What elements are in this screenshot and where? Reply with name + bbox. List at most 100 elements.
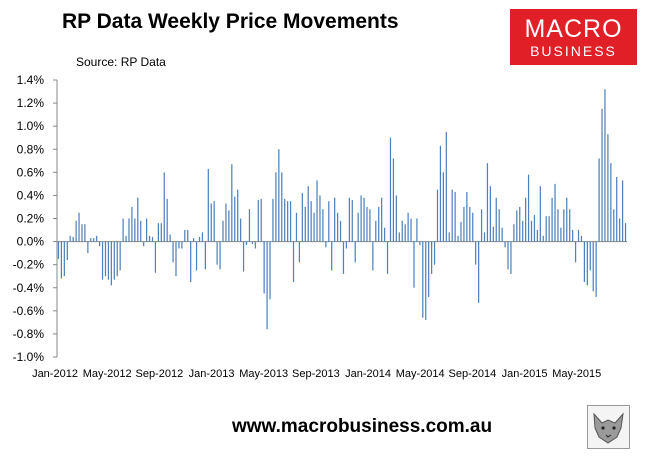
chart-title: RP Data Weekly Price Movements (62, 10, 399, 33)
data-bar (583, 241, 586, 282)
data-bar (275, 172, 277, 242)
data-bar (613, 209, 615, 242)
data-bar (433, 241, 436, 265)
data-bar (216, 241, 218, 265)
data-bar (251, 241, 254, 244)
data-bar (592, 241, 594, 292)
data-bar (569, 209, 571, 242)
data-bar (113, 241, 115, 280)
data-bar (334, 197, 336, 242)
data-bar (551, 197, 553, 242)
data-bar (566, 197, 568, 242)
y-tick-label: 0.8% (17, 142, 45, 156)
y-tick-label: -1.0% (13, 350, 45, 364)
logo-line-1: MACRO (524, 15, 623, 43)
data-bar (328, 201, 330, 242)
data-bar (66, 241, 68, 261)
data-bar (410, 218, 412, 242)
data-bar (460, 221, 462, 242)
data-bar (137, 197, 139, 242)
data-bar (428, 241, 430, 297)
data-bar (119, 241, 121, 271)
data-bar (110, 241, 112, 286)
data-bar (381, 197, 383, 242)
data-bar (395, 195, 397, 242)
data-bar (187, 230, 189, 242)
data-bar (619, 218, 621, 242)
data-bar (489, 186, 491, 242)
chart-source: Source: RP Data (76, 55, 166, 69)
data-bar (557, 209, 559, 242)
data-bar (375, 220, 377, 242)
data-bar (598, 158, 600, 242)
data-bar (107, 241, 110, 280)
data-bar (210, 203, 212, 242)
data-bar (201, 232, 204, 242)
data-bar (451, 189, 453, 242)
data-bar (436, 189, 439, 242)
data-bar (213, 201, 215, 242)
data-bar (366, 206, 368, 242)
data-bar (72, 236, 74, 242)
data-bar (81, 224, 83, 242)
data-bar (237, 189, 239, 242)
data-bar (278, 149, 280, 242)
data-bar (419, 241, 421, 246)
y-tick-label: 0.2% (17, 212, 45, 226)
data-bar (272, 198, 274, 242)
x-tick-label: Jan-2013 (189, 368, 235, 380)
data-bar (363, 197, 365, 242)
website-footer: www.macrobusiness.com.au (232, 416, 493, 437)
data-bar (457, 235, 459, 242)
data-bar (577, 230, 580, 242)
data-bar (336, 212, 339, 242)
data-bar (298, 241, 301, 263)
y-tick-label: -0.4% (13, 281, 45, 295)
data-bar (539, 186, 541, 242)
data-bar (322, 209, 324, 242)
y-tick-label: -0.2% (13, 258, 45, 272)
data-bar (501, 227, 503, 242)
data-bar (624, 223, 627, 242)
data-bar (198, 236, 201, 242)
data-bar (507, 241, 509, 270)
data-bar (151, 236, 154, 242)
y-tick-label: 1.2% (17, 96, 45, 110)
x-tick-label: Sep-2014 (449, 368, 497, 380)
data-bar (181, 241, 183, 249)
data-bar (134, 218, 136, 242)
data-bar (530, 220, 533, 242)
data-bar (392, 158, 395, 242)
data-bar (607, 134, 609, 242)
data-bar (289, 201, 292, 242)
x-tick-label: May-2014 (396, 368, 445, 380)
data-bar (439, 145, 442, 242)
data-bar (572, 230, 574, 242)
data-bar (448, 232, 450, 242)
data-bar (90, 238, 92, 242)
data-bar (401, 220, 403, 242)
data-bar (313, 212, 315, 242)
data-bar (413, 241, 415, 288)
data-bar (145, 218, 148, 242)
data-bar (295, 212, 298, 242)
data-bar (580, 235, 583, 242)
y-tick-label: -0.6% (13, 304, 45, 318)
data-bar (360, 195, 362, 242)
data-bar (513, 224, 515, 242)
data-bar (78, 212, 80, 242)
x-tick-label: Jan-2015 (502, 368, 548, 380)
data-bar (178, 241, 180, 249)
data-bar (510, 241, 512, 274)
data-bar (195, 241, 198, 271)
y-tick-label: 0.6% (17, 165, 45, 179)
data-bar (301, 193, 303, 242)
data-bar (442, 172, 444, 242)
x-tick-label: Sep-2012 (135, 368, 183, 380)
data-bar (160, 223, 162, 242)
data-bar (595, 241, 597, 297)
data-bar (254, 241, 256, 249)
data-bar (93, 238, 95, 242)
y-tick-label: 1.4% (17, 73, 45, 87)
wolf-emblem-icon (587, 405, 630, 449)
